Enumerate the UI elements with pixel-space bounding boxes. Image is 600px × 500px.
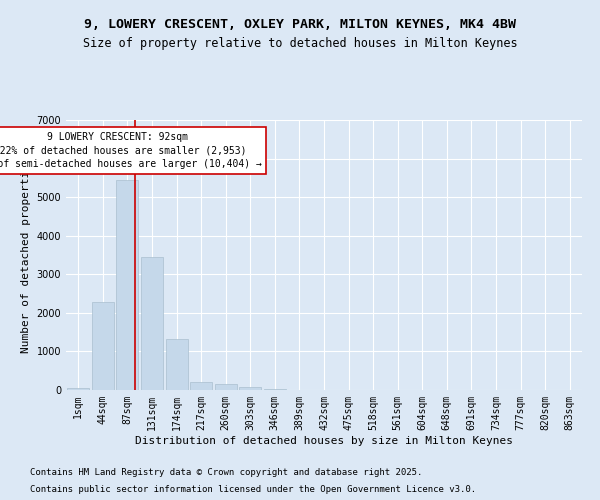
Bar <box>166 338 188 390</box>
Text: Size of property relative to detached houses in Milton Keynes: Size of property relative to detached ho… <box>83 38 517 51</box>
Bar <box>92 302 114 390</box>
Text: 9 LOWERY CRESCENT: 92sqm
← 22% of detached houses are smaller (2,953)
78% of sem: 9 LOWERY CRESCENT: 92sqm ← 22% of detach… <box>0 132 262 168</box>
Text: 9, LOWERY CRESCENT, OXLEY PARK, MILTON KEYNES, MK4 4BW: 9, LOWERY CRESCENT, OXLEY PARK, MILTON K… <box>84 18 516 30</box>
Bar <box>116 180 139 390</box>
X-axis label: Distribution of detached houses by size in Milton Keynes: Distribution of detached houses by size … <box>135 436 513 446</box>
Bar <box>141 257 163 390</box>
Bar <box>215 384 237 390</box>
Y-axis label: Number of detached properties: Number of detached properties <box>21 157 31 353</box>
Bar <box>190 382 212 390</box>
Text: Contains HM Land Registry data © Crown copyright and database right 2025.: Contains HM Land Registry data © Crown c… <box>30 468 422 477</box>
Bar <box>239 387 262 390</box>
Bar <box>67 388 89 390</box>
Text: Contains public sector information licensed under the Open Government Licence v3: Contains public sector information licen… <box>30 486 476 494</box>
